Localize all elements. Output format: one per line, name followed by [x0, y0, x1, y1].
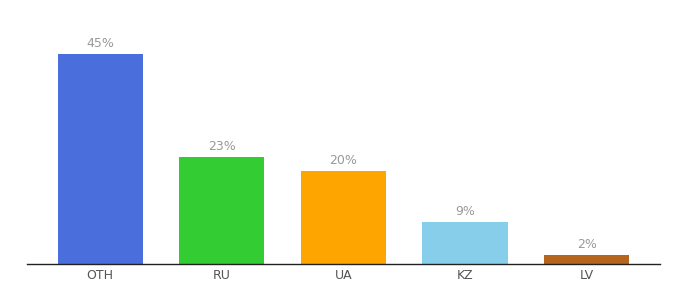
Bar: [301, 170, 386, 264]
Bar: [422, 222, 507, 264]
Text: 2%: 2%: [577, 238, 596, 251]
Text: 23%: 23%: [208, 140, 236, 153]
Bar: [180, 157, 265, 264]
Text: 9%: 9%: [455, 205, 475, 218]
Text: 20%: 20%: [330, 154, 357, 167]
Text: 45%: 45%: [86, 37, 114, 50]
Bar: [58, 54, 143, 264]
Bar: [544, 255, 629, 264]
